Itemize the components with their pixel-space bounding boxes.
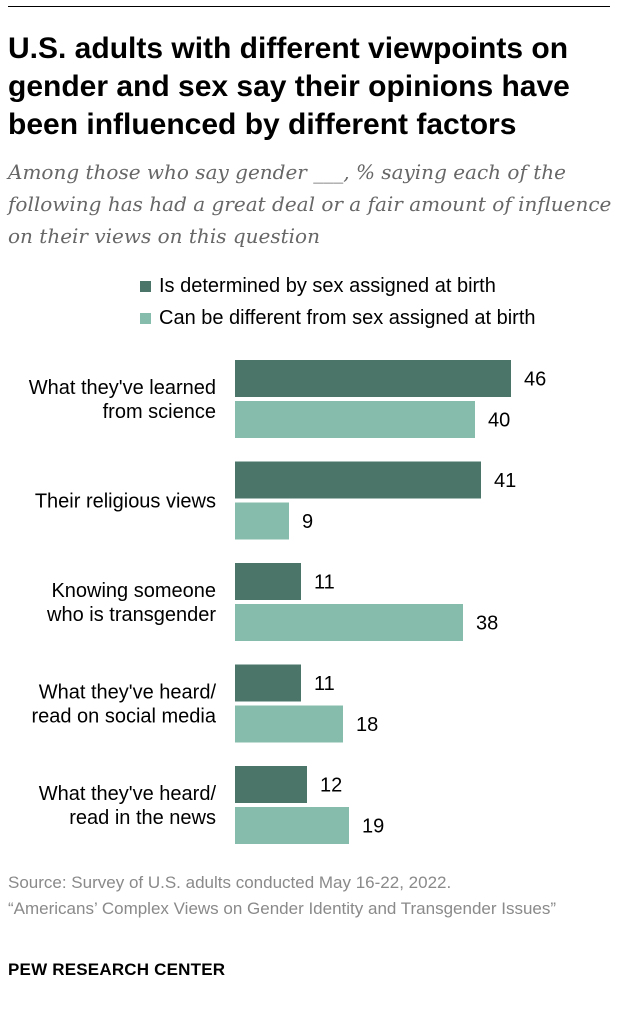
bar-different (235, 401, 475, 438)
legend-swatch-determined (140, 280, 151, 292)
legend-item-different: Can be different from sex assigned at bi… (140, 302, 536, 334)
data-label: 46 (524, 369, 546, 391)
category-label: Knowing someone who is transgender (46, 580, 216, 626)
category-label-line: who is transgender (46, 604, 216, 626)
bar-determined (235, 563, 301, 600)
category-label-line: read on social media (31, 706, 216, 728)
legend-label-different: Can be different from sex assigned at bi… (159, 306, 536, 329)
chart-title: U.S. adults with different viewpoints on… (8, 32, 570, 141)
data-label: 38 (476, 613, 498, 635)
source-note: Source: Survey of U.S. adults conducted … (8, 870, 612, 922)
legend-label-determined: Is determined by sex assigned at birth (159, 274, 496, 297)
data-label: 11 (314, 673, 335, 695)
bar-different (235, 807, 349, 844)
category-label-line: Knowing someone (51, 580, 216, 602)
legend-swatch-different (140, 312, 151, 324)
category-label-line: from science (103, 401, 216, 423)
category-label-line: What they've learned (29, 377, 216, 399)
data-label: 19 (362, 816, 384, 838)
category-label-line: Their religious views (35, 491, 216, 513)
source-line: Source: Survey of U.S. adults conducted … (8, 873, 452, 892)
category-label: What they've heard/read in the news (39, 783, 217, 829)
organization-name: PEW RESEARCH CENTER (8, 960, 226, 979)
bar-different (235, 604, 463, 641)
bar-different (235, 502, 289, 540)
legend: Is determined by sex assigned at birth C… (140, 270, 536, 334)
data-label: 41 (494, 470, 516, 492)
bar-different (235, 705, 343, 743)
data-label: 11 (314, 572, 335, 594)
report-title: “Americans’ Complex Views on Gender Iden… (8, 899, 557, 918)
data-label: 12 (320, 775, 342, 797)
data-label: 9 (302, 511, 313, 533)
data-label: 18 (356, 714, 378, 736)
bar-determined (235, 766, 307, 803)
data-label: 40 (488, 410, 510, 432)
category-label: What they've learned from science (29, 377, 216, 423)
category-label: What they've heard/read on social media (31, 682, 216, 728)
bar-chart: What they've learned from science 46 40 Thei… (29, 360, 546, 844)
category-label-line: read in the news (69, 807, 216, 829)
legend-item-determined: Is determined by sex assigned at birth (140, 270, 536, 302)
top-rule (8, 6, 610, 7)
category-label-line: What they've heard/ (39, 682, 217, 704)
bar-determined (235, 360, 511, 397)
bar-determined (235, 664, 301, 702)
chart-subtitle: Among those who say gender ___, % saying… (8, 160, 612, 248)
category-label-line: What they've heard/ (39, 783, 217, 805)
category-label: Their religious views (35, 491, 216, 513)
bar-determined (235, 461, 481, 499)
